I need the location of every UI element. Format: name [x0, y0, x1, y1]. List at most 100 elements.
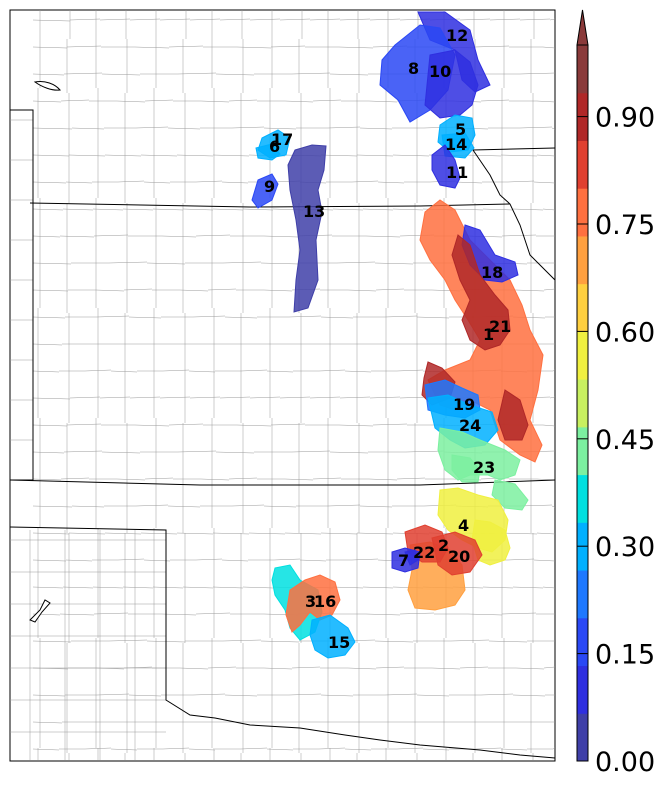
- county-line: [248, 532, 286, 535]
- county-line: [507, 180, 535, 183]
- county-line: [519, 126, 553, 129]
- county-line: [60, 99, 90, 102]
- county-line: [288, 693, 322, 696]
- county-line: [32, 532, 70, 535]
- county-line: [284, 532, 322, 535]
- county-line: [318, 747, 346, 750]
- county-line: [71, 505, 105, 508]
- county-line: [474, 747, 502, 750]
- county-line: [192, 315, 226, 318]
- county-line: [320, 694, 354, 697]
- county-line: [279, 396, 311, 399]
- label-13: 13: [303, 202, 325, 221]
- county-line: [177, 72, 217, 75]
- colorbar-tick-label: 0.15: [595, 640, 655, 671]
- region-11: [431, 144, 461, 189]
- county-line: [368, 478, 398, 481]
- missouri-river-border: [472, 149, 556, 281]
- county-line: [279, 18, 311, 21]
- county-line: [263, 289, 293, 292]
- county-line: [99, 18, 131, 21]
- county-line: [140, 154, 178, 157]
- county-line: [60, 477, 90, 480]
- colorbar-band: [577, 713, 588, 762]
- county-line: [66, 423, 102, 426]
- county-line: [543, 288, 556, 291]
- county-line: [347, 289, 377, 292]
- county-line: [288, 315, 322, 318]
- label-8: 8: [408, 59, 419, 78]
- county-line: [168, 423, 204, 426]
- county-line: [32, 424, 68, 427]
- county-line: [260, 262, 300, 265]
- county-line: [134, 424, 170, 427]
- county-line: [549, 396, 556, 399]
- lake-outline: [33, 81, 61, 91]
- label-18: 18: [481, 263, 503, 282]
- county-line: [129, 18, 161, 21]
- county-line: [66, 45, 102, 48]
- county-line: [32, 235, 61, 238]
- county-line: [32, 73, 65, 76]
- county-line: [533, 559, 556, 562]
- county-line: [543, 666, 556, 669]
- county-line: [152, 586, 184, 589]
- label-9: 9: [264, 177, 275, 196]
- county-line: [482, 208, 514, 211]
- probability-regions: [251, 11, 544, 659]
- county-line: [375, 666, 405, 669]
- county-line: [455, 181, 483, 184]
- county-line: [459, 666, 489, 669]
- colorbar-band: [577, 235, 588, 285]
- county-line: [182, 208, 214, 211]
- label-20: 20: [448, 547, 470, 566]
- county-line: [392, 154, 430, 157]
- county-line: [200, 100, 230, 103]
- county-line: [488, 640, 528, 643]
- county-line: [101, 451, 141, 454]
- county-line: [236, 46, 272, 49]
- county-line: [195, 558, 223, 561]
- county-line: [536, 154, 556, 157]
- county-line: [318, 369, 346, 372]
- region-10: [424, 49, 479, 119]
- colorbar-tick-label: 0.00: [595, 747, 655, 778]
- county-line: [500, 748, 528, 751]
- county-line: [405, 450, 445, 453]
- region-6: [255, 143, 281, 161]
- county-line: [195, 234, 231, 237]
- county-line: [416, 694, 450, 697]
- county-line: [32, 154, 70, 157]
- county-line: [212, 586, 244, 589]
- county-line: [480, 693, 514, 696]
- county-line: [159, 18, 191, 21]
- county-line: [188, 370, 216, 373]
- state-boundaries: [9, 81, 556, 759]
- county-line: [242, 586, 274, 589]
- county-line: [228, 99, 258, 102]
- county-line: [263, 235, 299, 238]
- label-5: 5: [455, 120, 466, 139]
- colorbar-tick-label: 0.45: [595, 425, 655, 456]
- county-line: [146, 262, 186, 265]
- county-line: [552, 747, 556, 750]
- county-line: [68, 154, 106, 157]
- county-line: [474, 45, 510, 48]
- county-line: [501, 234, 537, 237]
- county-line: [482, 586, 514, 589]
- county-line: [551, 505, 556, 508]
- county-line: [332, 208, 364, 211]
- label-10: 10: [429, 62, 451, 81]
- colorbar-band: [577, 379, 588, 428]
- county-line: [242, 208, 274, 211]
- county-line: [512, 586, 544, 589]
- county-line: [167, 127, 201, 130]
- county-line: [372, 423, 408, 426]
- county-line: [320, 532, 358, 535]
- county-boundaries: [10, 10, 556, 760]
- label-3: 3: [305, 592, 316, 611]
- county-line: [431, 667, 461, 670]
- county-line: [110, 370, 138, 373]
- county-line: [500, 154, 538, 157]
- county-line: [32, 694, 66, 697]
